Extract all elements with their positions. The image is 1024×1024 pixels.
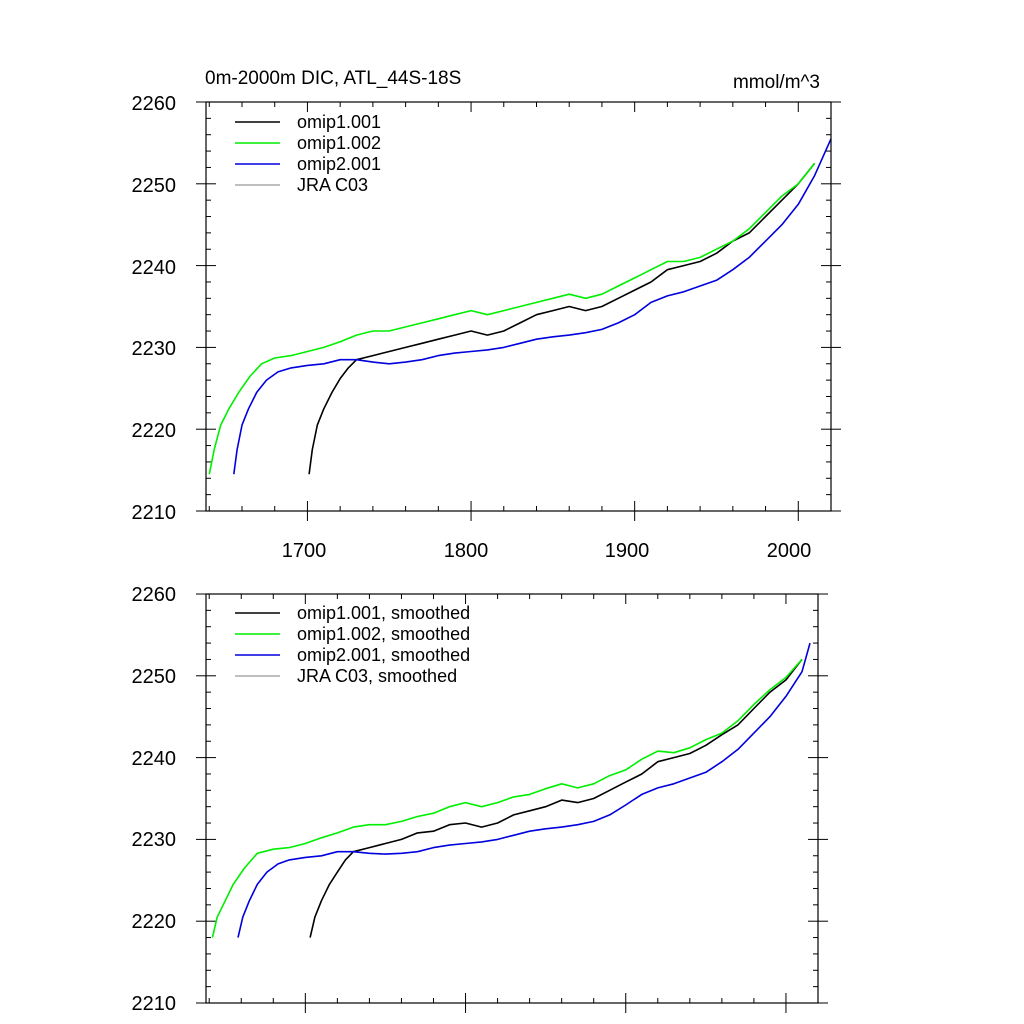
legend-label: JRA C03 <box>297 175 368 195</box>
series-line-omip1-001-smoothed <box>309 658 803 938</box>
y-tick-label: 2260 <box>132 584 177 606</box>
legend-label: omip2.001, smoothed <box>297 645 470 665</box>
y-tick-label: 2260 <box>132 93 177 115</box>
legend-label: JRA C03, smoothed <box>297 666 457 686</box>
y-tick-labels: 2260 2250 2240 2230 2220 2210 <box>132 584 177 1015</box>
y-tick-label: 2210 <box>132 993 177 1015</box>
series-lines <box>208 138 832 475</box>
legend: omip1.001 omip1.002 omip2.001 JRA C03 <box>235 112 381 195</box>
legend-label: omip1.002, smoothed <box>297 624 470 644</box>
series-line-omip2-001-smoothed <box>237 642 811 938</box>
series-line-omip1-002 <box>208 162 816 475</box>
y-tick-label: 2240 <box>132 257 177 279</box>
legend: omip1.001, smoothed omip1.002, smoothed … <box>235 603 470 686</box>
y-tick-label: 2210 <box>132 502 177 524</box>
legend-label: omip1.002 <box>297 133 381 153</box>
series-lines <box>211 642 811 938</box>
series-line-omip1-002-smoothed <box>211 658 803 938</box>
panel-bottom: 2260 2250 2240 2230 2220 2210 omip1.001,… <box>132 584 828 1015</box>
chart-units: mmol/m^3 <box>733 72 820 93</box>
tick-marks <box>196 593 828 1013</box>
legend-label: omip1.001, smoothed <box>297 603 470 623</box>
panel-top: 0m-2000m DIC, ATL_44S-18S mmol/m^3 2260 … <box>132 68 841 562</box>
y-tick-label: 2230 <box>132 338 177 360</box>
x-tick-label: 1800 <box>444 540 489 562</box>
x-tick-labels: 1700 1800 1900 2000 <box>282 540 812 562</box>
x-tick-label: 1900 <box>605 540 650 562</box>
x-tick-label: 1700 <box>282 540 327 562</box>
tick-marks <box>196 101 841 521</box>
y-tick-label: 2230 <box>132 829 177 851</box>
series-line-omip1-001 <box>308 162 816 475</box>
chart-title: 0m-2000m DIC, ATL_44S-18S <box>205 68 461 89</box>
plot-frame <box>205 593 819 1004</box>
plot-frame <box>205 101 832 512</box>
y-tick-label: 2220 <box>132 420 177 442</box>
y-tick-labels: 2260 2250 2240 2230 2220 2210 <box>132 93 177 524</box>
y-tick-label: 2220 <box>132 911 177 933</box>
series-line-omip2-001 <box>233 138 832 475</box>
y-tick-label: 2240 <box>132 748 177 770</box>
legend-label: omip2.001 <box>297 154 381 174</box>
legend-label: omip1.001 <box>297 112 381 132</box>
x-tick-label: 2000 <box>767 540 812 562</box>
y-tick-label: 2250 <box>132 175 177 197</box>
y-tick-label: 2250 <box>132 666 177 688</box>
